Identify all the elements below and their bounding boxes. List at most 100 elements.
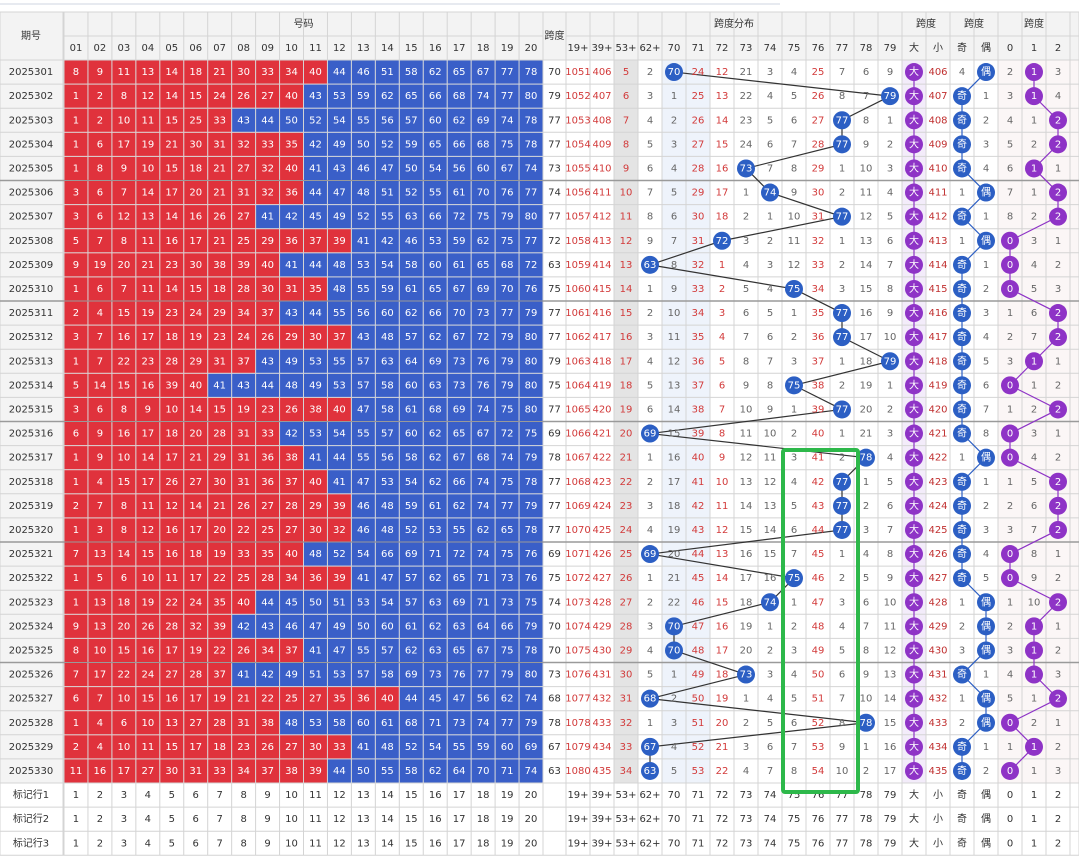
omission: 4 bbox=[647, 645, 653, 656]
omission: 1 bbox=[647, 718, 653, 729]
parity-omission: 2 bbox=[983, 766, 989, 777]
red-ball: 34 bbox=[285, 67, 298, 78]
period: 2025321 bbox=[9, 549, 54, 560]
red-ball-cell bbox=[256, 229, 280, 253]
blue-ball-cell bbox=[519, 156, 543, 180]
mod3-omission: 4 bbox=[1007, 115, 1013, 126]
omission: 5 bbox=[767, 308, 773, 319]
omission: 12 bbox=[764, 477, 777, 488]
blue-ball-cell bbox=[399, 566, 423, 590]
red-ball-cell bbox=[208, 108, 232, 132]
span-value: 70 bbox=[548, 67, 561, 78]
blue-ball-cell bbox=[232, 663, 256, 687]
span-hit-ball bbox=[881, 352, 899, 371]
red-ball-cell bbox=[208, 518, 232, 542]
size-ball bbox=[905, 159, 923, 178]
red-ball-cell bbox=[64, 397, 88, 421]
mod3-omission: 1 bbox=[1031, 694, 1037, 705]
size-omission: 423 bbox=[928, 477, 947, 488]
blue-ball-cell bbox=[495, 205, 519, 229]
red-ball-cell bbox=[136, 711, 160, 735]
mod3-omission: 2 bbox=[1007, 621, 1013, 632]
red-ball-cell bbox=[280, 566, 303, 590]
omission: 31 bbox=[692, 236, 705, 247]
blue-ball: 56 bbox=[453, 163, 466, 174]
red-ball: 38 bbox=[309, 404, 322, 415]
span-hit: 63 bbox=[644, 260, 657, 271]
marker-col: 1 bbox=[73, 838, 79, 849]
red-ball-cell bbox=[184, 60, 208, 84]
omission: 6 bbox=[719, 380, 725, 391]
red-ball: 33 bbox=[237, 549, 250, 560]
red-ball: 28 bbox=[213, 429, 226, 440]
red-ball: 31 bbox=[237, 718, 250, 729]
blue-ball-cell bbox=[495, 84, 519, 108]
parity-ball bbox=[953, 737, 971, 756]
red-ball: 19 bbox=[213, 549, 226, 560]
period: 2025308 bbox=[9, 236, 54, 247]
red-ball-cell bbox=[160, 60, 184, 84]
red-ball-cell bbox=[112, 566, 136, 590]
blue-ball-cell bbox=[447, 373, 471, 397]
span-hit-ball bbox=[665, 63, 683, 82]
span-value: 77 bbox=[548, 501, 561, 512]
blue-ball: 52 bbox=[405, 742, 418, 753]
size-hit: 大 bbox=[909, 161, 919, 174]
blue-ball-cell bbox=[351, 373, 375, 397]
red-ball: 17 bbox=[141, 477, 154, 488]
size-ball bbox=[905, 737, 923, 756]
blue-ball-cell bbox=[495, 156, 519, 180]
blue-ball-cell bbox=[327, 638, 351, 662]
mod3-omission: 1 bbox=[1055, 236, 1061, 247]
omission: 5 bbox=[767, 718, 773, 729]
blue-ball: 78 bbox=[525, 139, 538, 150]
omission: 14 bbox=[764, 525, 777, 536]
blue-ball-cell bbox=[447, 711, 471, 735]
red-ball: 6 bbox=[97, 212, 103, 223]
omission: 19 bbox=[716, 694, 729, 705]
blue-ball: 66 bbox=[453, 477, 466, 488]
omission: 8 bbox=[887, 284, 893, 295]
span-hit-ball bbox=[833, 400, 851, 419]
red-ball-cell bbox=[232, 205, 256, 229]
red-ball: 17 bbox=[165, 188, 178, 199]
red-ball: 29 bbox=[189, 356, 202, 367]
blue-ball: 58 bbox=[381, 380, 394, 391]
blue-ball: 72 bbox=[477, 332, 490, 343]
size-omission: 409 bbox=[928, 139, 947, 150]
red-ball: 30 bbox=[309, 742, 322, 753]
blue-ball-cell bbox=[399, 349, 423, 373]
red-ball: 40 bbox=[309, 67, 322, 78]
omission: 423 bbox=[592, 477, 611, 488]
red-ball: 8 bbox=[121, 525, 127, 536]
red-ball-cell bbox=[256, 397, 280, 421]
blue-ball: 62 bbox=[381, 91, 394, 102]
marker-col: 71 bbox=[692, 838, 705, 849]
marker-col: 53+ bbox=[615, 814, 636, 825]
marker-col: 7 bbox=[216, 814, 222, 825]
blue-ball: 61 bbox=[405, 404, 418, 415]
omission: 424 bbox=[592, 501, 611, 512]
omission: 5 bbox=[719, 356, 725, 367]
blue-ball-cell bbox=[327, 542, 351, 566]
omission: 17 bbox=[740, 573, 753, 584]
red-ball-cell bbox=[280, 735, 303, 759]
blue-ball: 69 bbox=[405, 549, 418, 560]
size-ball bbox=[905, 400, 923, 419]
parity-hit: 奇 bbox=[957, 354, 967, 367]
omission: 7 bbox=[623, 115, 629, 126]
blue-ball: 71 bbox=[477, 597, 490, 608]
blue-ball-cell bbox=[471, 397, 495, 421]
header-sub-label: 14 bbox=[381, 43, 394, 54]
marker-col: 0 bbox=[1007, 790, 1013, 801]
blue-ball: 77 bbox=[525, 236, 538, 247]
mod3-omission: 2 bbox=[1007, 501, 1013, 512]
red-ball: 11 bbox=[165, 573, 178, 584]
blue-ball-cell bbox=[399, 253, 423, 277]
mod3-omission: 3 bbox=[1055, 67, 1061, 78]
size-hit: 大 bbox=[909, 234, 919, 247]
blue-ball-cell bbox=[327, 711, 351, 735]
red-ball: 39 bbox=[309, 766, 322, 777]
omission: 4 bbox=[743, 260, 749, 271]
blue-ball: 49 bbox=[285, 356, 298, 367]
